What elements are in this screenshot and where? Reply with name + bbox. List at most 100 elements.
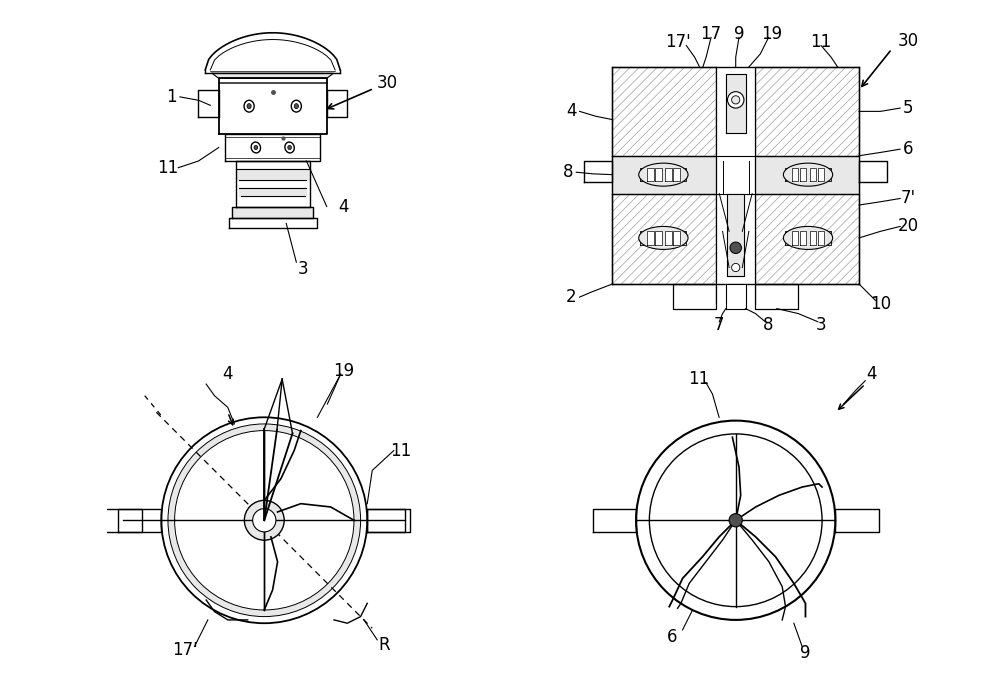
Polygon shape	[727, 194, 744, 275]
Ellipse shape	[639, 163, 688, 186]
Text: 3: 3	[816, 316, 826, 334]
Polygon shape	[367, 509, 405, 532]
Polygon shape	[818, 231, 824, 245]
Text: R: R	[378, 636, 390, 654]
Polygon shape	[755, 156, 859, 194]
Circle shape	[649, 434, 822, 607]
Circle shape	[732, 96, 740, 104]
Polygon shape	[612, 156, 716, 194]
Text: 9: 9	[800, 644, 811, 662]
Text: 11: 11	[689, 370, 710, 388]
Circle shape	[244, 500, 284, 540]
Polygon shape	[835, 509, 879, 532]
Ellipse shape	[254, 145, 258, 150]
Polygon shape	[640, 231, 655, 245]
Text: 17': 17'	[172, 641, 197, 658]
Polygon shape	[198, 90, 219, 117]
Circle shape	[636, 421, 835, 620]
Polygon shape	[726, 284, 746, 309]
Polygon shape	[225, 134, 320, 161]
Polygon shape	[655, 168, 670, 181]
Polygon shape	[818, 168, 824, 181]
Polygon shape	[800, 231, 815, 245]
Polygon shape	[673, 231, 680, 245]
Polygon shape	[792, 231, 798, 245]
Polygon shape	[239, 180, 306, 188]
Polygon shape	[367, 509, 410, 532]
Text: 17': 17'	[665, 34, 691, 51]
Polygon shape	[800, 168, 815, 181]
Text: 19: 19	[761, 25, 782, 43]
Ellipse shape	[247, 103, 251, 108]
Text: 11: 11	[390, 442, 411, 459]
Polygon shape	[673, 284, 716, 309]
Polygon shape	[672, 231, 686, 245]
Circle shape	[161, 417, 367, 624]
Text: 8: 8	[563, 163, 573, 181]
Ellipse shape	[288, 145, 291, 150]
Polygon shape	[104, 509, 142, 532]
Polygon shape	[640, 168, 655, 181]
Text: 3: 3	[298, 260, 308, 278]
Circle shape	[253, 509, 276, 532]
Polygon shape	[810, 168, 816, 181]
Polygon shape	[800, 168, 806, 181]
Polygon shape	[655, 231, 662, 245]
Circle shape	[729, 514, 742, 527]
Circle shape	[175, 431, 354, 610]
Polygon shape	[816, 231, 831, 245]
Polygon shape	[655, 231, 670, 245]
Polygon shape	[612, 194, 716, 284]
Ellipse shape	[294, 103, 298, 108]
Text: 4: 4	[223, 365, 233, 383]
Polygon shape	[816, 168, 831, 181]
Ellipse shape	[244, 100, 254, 112]
Text: 2: 2	[566, 288, 577, 306]
Text: 7': 7'	[901, 189, 916, 208]
Polygon shape	[236, 169, 310, 180]
Circle shape	[727, 92, 744, 108]
Polygon shape	[859, 161, 887, 182]
Polygon shape	[205, 33, 340, 73]
Text: 1: 1	[166, 88, 177, 106]
Text: 20: 20	[898, 217, 919, 236]
Text: 19: 19	[333, 362, 355, 380]
Polygon shape	[755, 284, 798, 309]
Polygon shape	[232, 206, 313, 218]
Text: 9: 9	[734, 25, 744, 43]
Polygon shape	[229, 218, 317, 229]
Circle shape	[730, 242, 741, 254]
Polygon shape	[593, 509, 636, 532]
Text: 7: 7	[714, 316, 725, 334]
Polygon shape	[239, 188, 306, 196]
Polygon shape	[785, 168, 800, 181]
Polygon shape	[673, 168, 680, 181]
Polygon shape	[755, 194, 859, 284]
Text: 11: 11	[811, 34, 832, 51]
Ellipse shape	[783, 163, 833, 186]
Polygon shape	[647, 231, 654, 245]
Text: 8: 8	[763, 316, 774, 334]
Text: 4: 4	[338, 198, 349, 215]
Ellipse shape	[291, 100, 301, 112]
Polygon shape	[584, 161, 612, 182]
Text: 30: 30	[898, 31, 919, 50]
Circle shape	[168, 424, 361, 617]
Text: 6: 6	[667, 628, 678, 645]
Polygon shape	[800, 231, 806, 245]
Circle shape	[732, 264, 740, 272]
Polygon shape	[655, 168, 662, 181]
Polygon shape	[219, 78, 327, 134]
Polygon shape	[241, 196, 305, 206]
Text: 30: 30	[377, 74, 398, 92]
Polygon shape	[672, 168, 686, 181]
Polygon shape	[726, 73, 746, 133]
Ellipse shape	[251, 142, 261, 153]
Text: 11: 11	[158, 159, 179, 177]
Polygon shape	[612, 67, 716, 156]
Polygon shape	[236, 161, 310, 169]
Text: 5: 5	[903, 99, 914, 117]
Polygon shape	[327, 90, 347, 117]
Polygon shape	[665, 231, 672, 245]
Text: 4: 4	[867, 365, 877, 383]
